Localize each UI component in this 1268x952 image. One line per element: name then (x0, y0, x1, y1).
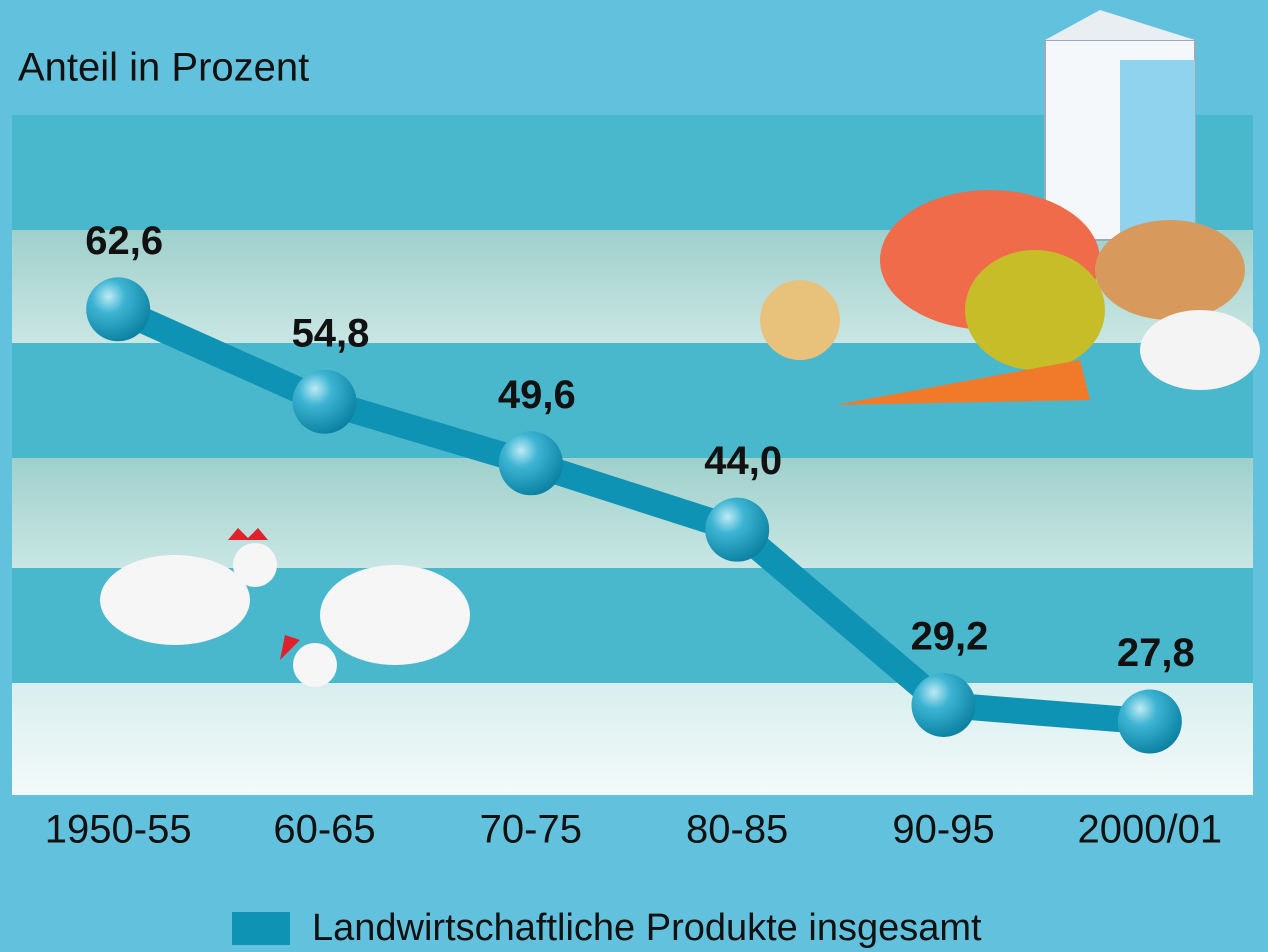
point-marker (1117, 689, 1182, 754)
legend-swatch (232, 912, 290, 945)
x-tick-label: 2000/01 (1078, 808, 1223, 852)
x-tick-label: 80-85 (686, 808, 788, 852)
chicken-illustration (100, 528, 470, 687)
point-marker (292, 369, 357, 434)
y-axis-label: Anteil in Prozent (18, 46, 309, 90)
point-marker (705, 497, 770, 562)
data-label: 54,8 (292, 311, 370, 355)
data-label: 49,6 (498, 373, 576, 417)
data-label: 27,8 (1117, 631, 1195, 675)
series-line (112, 297, 1151, 735)
point-marker (911, 672, 976, 737)
x-tick-label: 1950-55 (45, 808, 192, 852)
x-tick-label: 90-95 (892, 808, 994, 852)
legend-label: Landwirtschaftliche Produkte insgesamt (312, 907, 982, 949)
data-label: 62,6 (85, 219, 163, 263)
x-tick-label: 60-65 (273, 808, 375, 852)
point-marker (498, 431, 563, 496)
food-illustration (760, 10, 1260, 405)
data-label: 29,2 (911, 615, 989, 659)
x-tick-label: 70-75 (480, 808, 582, 852)
point-marker (86, 277, 151, 342)
data-label: 44,0 (704, 439, 782, 483)
